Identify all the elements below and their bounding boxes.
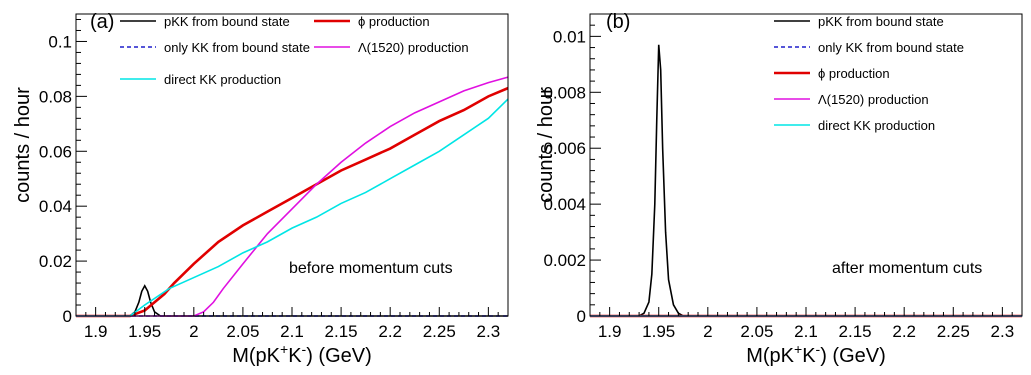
x-tick-label: 2.25 [423, 322, 456, 341]
legend: pKK from bound state only KK from bound s… [120, 14, 469, 87]
x-tick-label: 2.1 [794, 322, 818, 341]
panel-b: 1.9 1.95 2 2.05 2.1 2.15 2.2 2.25 2.3 0 0.002 0.004… [535, 11, 1023, 367]
x-tick-label: 2.3 [477, 322, 501, 341]
legend-label: only KK from bound state [164, 40, 310, 55]
x-tick-label: 2.2 [892, 322, 916, 341]
panel-a: 1.9 1.95 2 2.05 2.1 2.15 2.2 2.25 2.3 0 0.02 0.04 0.… [12, 11, 509, 367]
legend-label: Λ(1520) production [818, 92, 929, 107]
legend-label: ϕ production [358, 14, 430, 29]
x-tick-label: 1.9 [84, 322, 108, 341]
y-tick-label: 0.06 [39, 142, 72, 161]
legend-label: only KK from bound state [818, 40, 964, 55]
x-tick-label: 1.95 [128, 322, 161, 341]
annotation: before momentum cuts [289, 260, 453, 277]
x-tick-label: 2.05 [740, 322, 773, 341]
legend-label: direct KK production [164, 72, 281, 87]
x-tick-label: 1.9 [598, 322, 622, 341]
y-tick-label: 0 [63, 307, 72, 326]
panel-label: (a) [90, 11, 114, 33]
y-tick-label: 0.02 [39, 252, 72, 271]
legend-label: Λ(1520) production [358, 40, 469, 55]
y-tick-label: 0.08 [39, 87, 72, 106]
series-line-0 [590, 44, 1022, 317]
x-tick-label: 1.95 [642, 322, 675, 341]
annotation: after momentum cuts [832, 260, 982, 277]
series-line-4 [76, 98, 509, 317]
legend-label: ϕ production [818, 66, 890, 81]
x-tick-label: 2.15 [325, 322, 358, 341]
y-tick-label: 0.1 [48, 32, 72, 51]
y-tick-label: 0.04 [39, 197, 72, 216]
x-tick-label: 2.1 [280, 322, 304, 341]
legend-label: pKK from bound state [818, 14, 944, 29]
y-tick-label: 0.004 [543, 195, 586, 214]
y-tick-label: 0 [577, 307, 586, 326]
series-line-3 [76, 76, 509, 317]
y-tick-label: 0.008 [543, 83, 586, 102]
y-tick-label: 0.01 [553, 27, 586, 46]
x-tick-label: 2.15 [839, 322, 872, 341]
x-tick-label: 2.2 [378, 322, 402, 341]
y-axis-title: counts / hour [12, 87, 34, 203]
panel-label: (b) [606, 11, 630, 33]
y-tick-label: 0.006 [543, 139, 586, 158]
x-tick-label: 2 [703, 322, 712, 341]
x-tick-label: 2.05 [226, 322, 259, 341]
x-axis-title: M(pK+K-) (GeV) [746, 341, 886, 367]
x-tick-label: 2 [189, 322, 198, 341]
y-tick-label: 0.002 [543, 251, 586, 270]
x-tick-label: 2.3 [991, 322, 1015, 341]
series-line-2 [76, 86, 509, 318]
y-axis-title: counts / hour [535, 87, 557, 203]
x-axis-title: M(pK+K-) (GeV) [232, 341, 372, 367]
legend-label: pKK from bound state [164, 14, 290, 29]
legend-label: direct KK production [818, 118, 935, 133]
legend: pKK from bound state only KK from bound s… [774, 14, 964, 133]
x-tick-label: 2.25 [937, 322, 970, 341]
